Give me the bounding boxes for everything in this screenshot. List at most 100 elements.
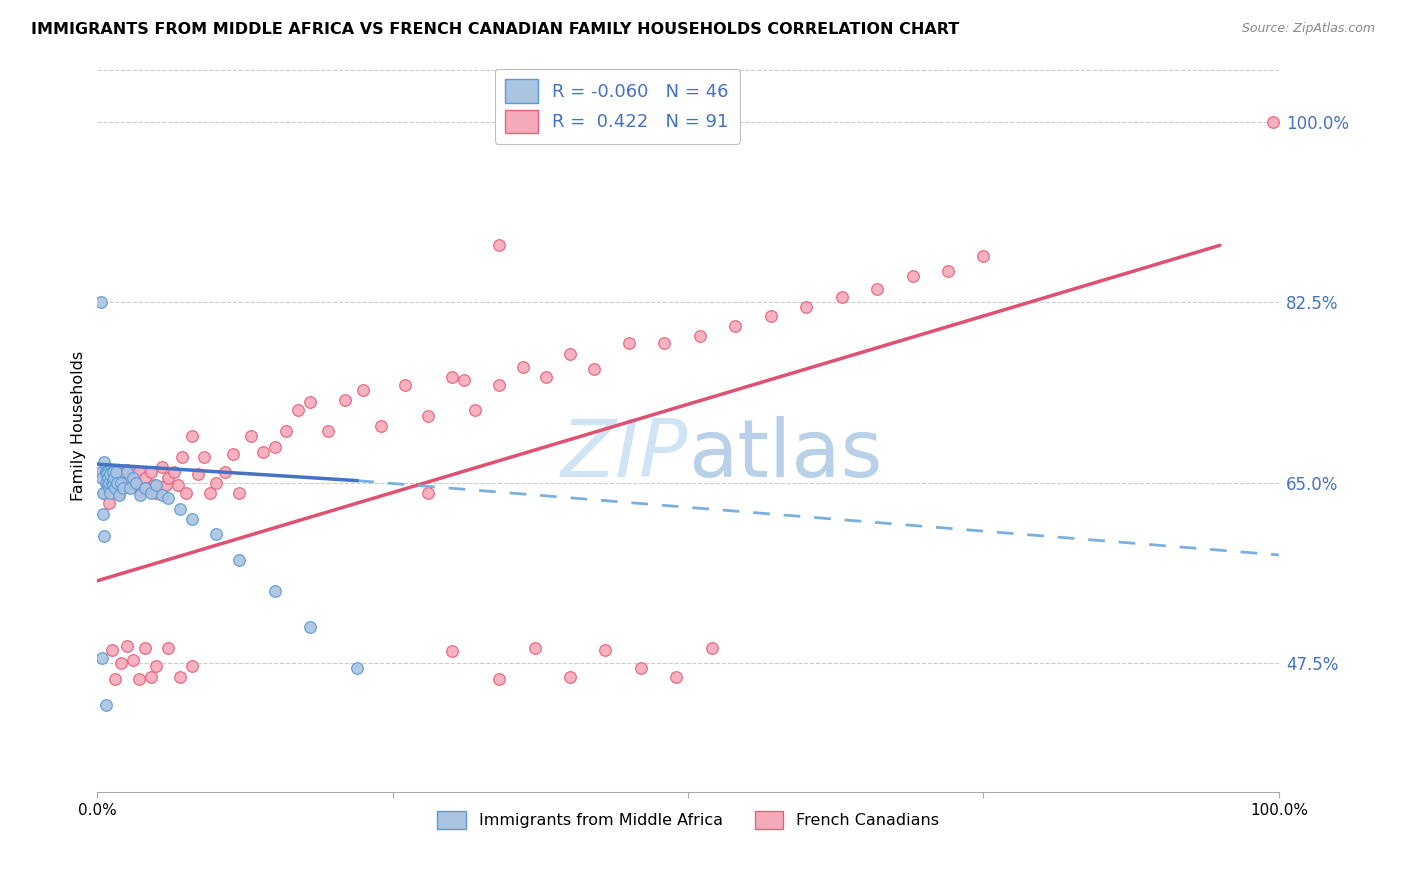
Point [91, 466, 114, 480]
Point [94, 466, 117, 480]
Point [150, 460, 173, 475]
Point [689, 329, 711, 343]
Point [145, 486, 167, 500]
Point [157, 470, 180, 484]
Text: Source: ZipAtlas.com: Source: ZipAtlas.com [1241, 22, 1375, 36]
Point [93, 486, 115, 500]
Point [794, 300, 817, 314]
Point [239, 429, 262, 443]
Point [299, 620, 322, 634]
Point [759, 309, 782, 323]
Point [595, 643, 617, 657]
Point [121, 653, 143, 667]
Point [724, 318, 747, 333]
Point [97, 477, 120, 491]
Point [169, 501, 191, 516]
Point [91, 470, 114, 484]
Point [110, 657, 132, 671]
Point [150, 488, 173, 502]
Point [316, 424, 339, 438]
Text: atlas: atlas [688, 417, 883, 494]
Point [110, 466, 132, 480]
Point [120, 470, 142, 484]
Text: IMMIGRANTS FROM MIDDLE AFRICA VS FRENCH CANADIAN FAMILY HOUSEHOLDS CORRELATION C: IMMIGRANTS FROM MIDDLE AFRICA VS FRENCH … [31, 22, 959, 37]
Point [90, 295, 112, 310]
Point [128, 488, 150, 502]
Point [370, 419, 392, 434]
Point [121, 470, 143, 484]
Point [394, 377, 416, 392]
Point [103, 470, 125, 484]
Point [107, 488, 129, 502]
Point [157, 640, 180, 655]
Point [143, 477, 166, 491]
Point [654, 336, 676, 351]
Point [100, 475, 122, 490]
Point [139, 466, 162, 480]
Point [204, 475, 226, 490]
Point [134, 481, 156, 495]
Point [125, 475, 148, 490]
Point [488, 672, 510, 686]
Point [107, 475, 129, 490]
Point [174, 486, 197, 500]
Point [263, 440, 285, 454]
Point [172, 450, 194, 464]
Point [936, 264, 959, 278]
Point [112, 481, 135, 495]
Legend: Immigrants from Middle Africa, French Canadians: Immigrants from Middle Africa, French Ca… [430, 805, 945, 836]
Point [96, 467, 118, 482]
Point [134, 470, 156, 484]
Point [346, 661, 368, 675]
Point [139, 486, 162, 500]
Point [115, 466, 138, 480]
Point [118, 475, 141, 490]
Point [100, 475, 122, 490]
Point [228, 486, 250, 500]
Point [98, 475, 121, 490]
Point [180, 659, 202, 673]
Point [107, 486, 129, 500]
Point [93, 455, 115, 469]
Point [418, 486, 440, 500]
Point [112, 477, 135, 491]
Point [488, 238, 510, 252]
Point [90, 466, 112, 480]
Text: ZIP: ZIP [561, 417, 688, 494]
Point [214, 466, 236, 480]
Point [180, 429, 202, 443]
Point [665, 670, 688, 684]
Point [831, 290, 853, 304]
Point [145, 659, 167, 673]
Point [136, 481, 159, 495]
Point [157, 491, 180, 506]
Point [124, 477, 146, 491]
Point [299, 395, 322, 409]
Point [287, 403, 309, 417]
Point [128, 672, 150, 686]
Point [972, 249, 994, 263]
Point [98, 496, 121, 510]
Point [94, 475, 117, 490]
Point [155, 477, 177, 491]
Point [523, 640, 546, 655]
Point [418, 409, 440, 423]
Point [440, 644, 463, 658]
Point [129, 483, 152, 498]
Point [617, 336, 640, 351]
Point [91, 651, 114, 665]
Point [101, 466, 124, 480]
Point [263, 584, 285, 599]
Point [115, 463, 138, 477]
Point [115, 639, 138, 653]
Point [91, 507, 114, 521]
Point [110, 475, 132, 490]
Point [866, 282, 889, 296]
Point [96, 466, 118, 480]
Point [228, 553, 250, 567]
Point [93, 529, 115, 543]
Point [139, 670, 162, 684]
Point [145, 477, 167, 491]
Point [180, 512, 202, 526]
Point [252, 444, 274, 458]
